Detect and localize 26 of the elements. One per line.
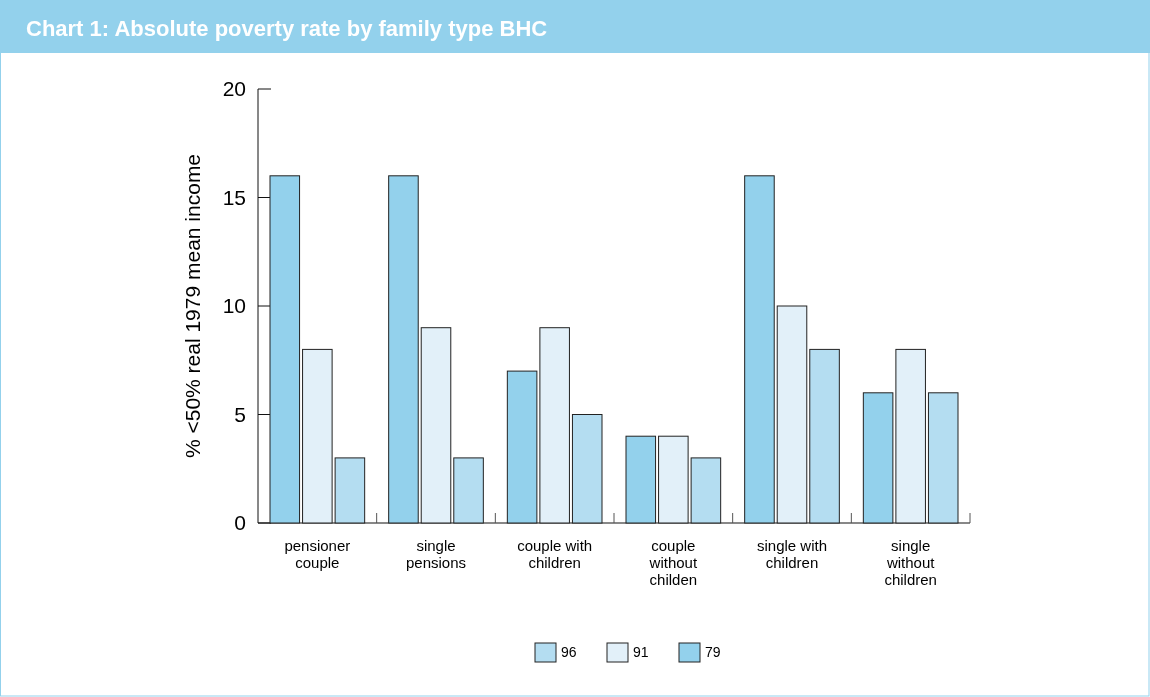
chart-title: Chart 1: Absolute poverty rate by family type BHC bbox=[26, 16, 548, 41]
bar bbox=[453, 457, 484, 524]
bar bbox=[420, 327, 452, 524]
bar bbox=[776, 305, 808, 524]
legend-label: 96 bbox=[561, 643, 577, 660]
legend-label: 79 bbox=[705, 643, 721, 660]
y-tick-label: 15 bbox=[222, 185, 246, 209]
bar bbox=[269, 175, 301, 524]
bar bbox=[625, 435, 657, 524]
legend-label: 91 bbox=[633, 643, 649, 660]
y-axis-title: % <50% real 1979 mean income bbox=[181, 153, 204, 459]
y-tick-label: 0 bbox=[234, 511, 246, 535]
x-tick-label: couple with children bbox=[517, 537, 593, 571]
x-tick-label: pensioner couple bbox=[284, 537, 351, 571]
x-tick-label: single with children bbox=[756, 537, 828, 571]
bar bbox=[571, 414, 603, 524]
bar bbox=[388, 175, 419, 524]
bar bbox=[927, 392, 959, 524]
bar bbox=[744, 175, 775, 524]
x-tick-label: couple without childen bbox=[648, 537, 698, 588]
x-tick-label: single pensions bbox=[405, 537, 467, 571]
bar bbox=[809, 348, 840, 524]
y-tick-label: 10 bbox=[222, 294, 246, 318]
x-tick-label: single without children bbox=[884, 537, 937, 588]
y-tick-label: 20 bbox=[222, 77, 246, 101]
y-tick-label: 5 bbox=[234, 402, 246, 426]
